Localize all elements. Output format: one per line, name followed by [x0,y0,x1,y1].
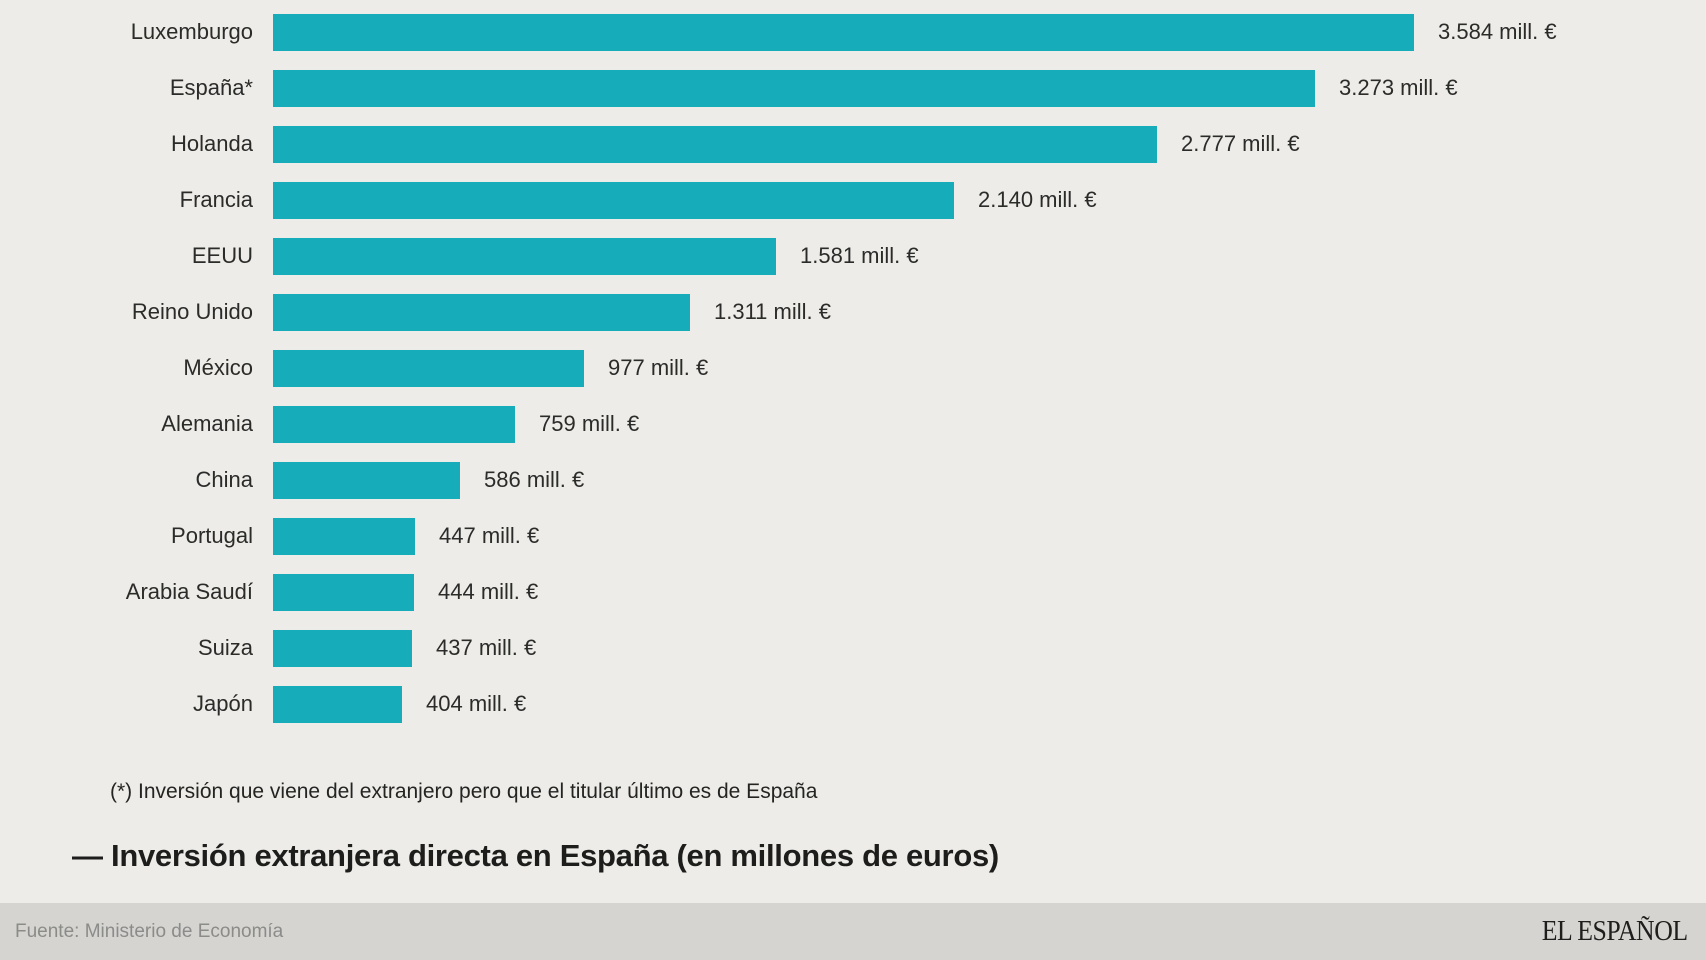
value-label: 447 mill. € [439,523,540,548]
category-label: Arabia Saudí [125,579,253,604]
category-label: Alemania [161,411,253,436]
category-label: China [195,467,253,492]
bar [273,293,690,331]
bar-row: Holanda 2.777 mill. € [0,116,1557,172]
bar-row: Reino Unido 1.311 mill. € [0,284,1557,340]
bar-row: México 977 mill. € [0,340,1557,396]
bar-row: España* 3.273 mill. € [0,60,1557,116]
value-label: 437 mill. € [436,635,537,660]
category-label: Portugal [171,523,253,548]
bar [273,461,460,499]
value-label: 977 mill. € [608,355,709,380]
bar [273,349,584,387]
bar-row: Portugal 447 mill. € [0,508,1557,564]
value-label: 3.584 mill. € [1438,19,1557,44]
bar-row: EEUU 1.581 mill. € [0,228,1557,284]
bar-row: Luxemburgo 3.584 mill. € [0,4,1557,60]
category-label: México [183,355,253,380]
bar [273,685,402,723]
bar-row: China 586 mill. € [0,452,1557,508]
value-label: 404 mill. € [426,691,527,716]
footnote: (*) Inversión que viene del extranjero p… [110,780,818,803]
bar-row: Arabia Saudí 444 mill. € [0,564,1557,620]
value-label: 2.777 mill. € [1181,131,1300,156]
category-label: España* [169,75,253,100]
category-label: Holanda [171,131,253,156]
bar [273,237,776,275]
bar-row: Alemania 759 mill. € [0,396,1557,452]
footer-bar: Fuente: Ministerio de Economía EL ESPAÑO… [0,903,1706,960]
value-label: 759 mill. € [539,411,640,436]
value-label: 1.581 mill. € [800,243,919,268]
value-label: 2.140 mill. € [978,187,1097,212]
bar [273,629,412,667]
bar-row: Japón 404 mill. € [0,676,1557,732]
bar-chart: Luxemburgo 3.584 mill. € España* 3.273 m… [0,4,1557,732]
bar [273,125,1157,163]
source-text: Fuente: Ministerio de Economía [15,920,284,942]
category-label: Japón [193,691,253,716]
el-espanol-logo: EL ESPAÑOL [1542,915,1688,947]
value-label: 3.273 mill. € [1339,75,1458,100]
bar [273,517,415,555]
bar-row: Suiza 437 mill. € [0,620,1557,676]
category-label: Suiza [197,635,253,660]
category-label: Luxemburgo [130,19,253,44]
value-label: 444 mill. € [438,579,539,604]
category-label: Francia [179,187,253,212]
category-label: Reino Unido [131,299,253,324]
value-label: 1.311 mill. € [714,299,831,324]
bar [273,573,414,611]
value-label: 586 mill. € [484,467,585,492]
bar [273,69,1315,107]
bar [273,405,515,443]
bar [273,181,954,219]
bar [273,13,1414,51]
chart-title: — Inversión extranjera directa en España… [72,838,999,873]
bar-row: Francia 2.140 mill. € [0,172,1557,228]
category-label: EEUU [191,243,253,268]
